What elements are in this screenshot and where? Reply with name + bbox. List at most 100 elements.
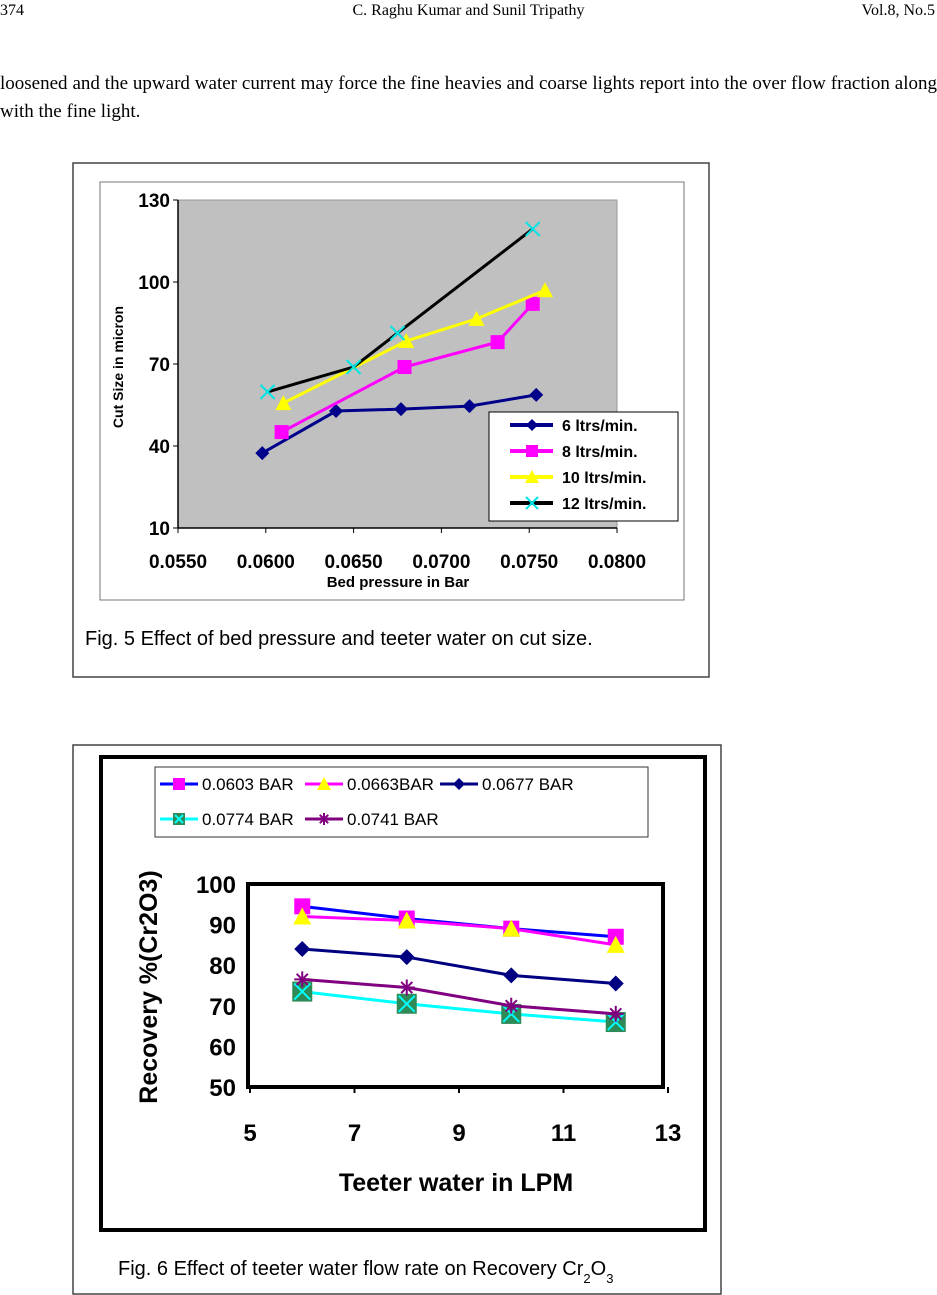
legend-label: 0.0603 BAR	[202, 775, 294, 794]
series-3	[275, 282, 554, 411]
legend-entry: 6 ltrs/min.	[510, 418, 638, 435]
volume-info: Vol.8, No.5	[861, 2, 936, 19]
triangle-marker	[502, 919, 521, 937]
figure-5-caption: Fig. 5 Effect of bed pressure and teeter…	[85, 628, 593, 650]
marker-x	[174, 814, 184, 824]
diamond-marker	[526, 419, 538, 431]
diamond-marker	[329, 404, 344, 419]
diamond-marker	[607, 975, 624, 992]
x-tick-label: 0.0550	[149, 552, 207, 573]
square-marker	[526, 445, 538, 457]
square-marker	[294, 898, 311, 915]
triangle-marker	[537, 282, 554, 298]
series-2	[274, 296, 540, 440]
square-marker	[397, 360, 412, 375]
star-marker	[503, 997, 520, 1014]
page-number: 374	[0, 2, 24, 19]
legend-entry: 0.0741 BAR	[305, 810, 439, 829]
square-marker	[490, 335, 505, 350]
square-marker	[274, 425, 289, 440]
caption-text: O	[591, 1258, 607, 1280]
star-marker	[607, 1005, 624, 1022]
marker-x	[398, 995, 416, 1013]
triangle-marker	[398, 333, 415, 349]
x-axis-label: Bed pressure in Bar	[327, 574, 470, 591]
y-tick-label: 70	[149, 355, 170, 376]
y-tick-label: 80	[209, 953, 236, 980]
legend-label: 10 ltrs/min.	[562, 470, 646, 487]
legend-entry: 0.0663BAR	[305, 775, 434, 794]
legend-entry: 0.0774 BAR	[160, 810, 294, 829]
triangle-marker	[606, 935, 625, 953]
triangle-marker	[397, 911, 416, 929]
legend-entry: 12 ltrs/min.	[510, 496, 646, 513]
series-line	[267, 227, 534, 394]
y-tick-label: 10	[149, 519, 170, 540]
y-tick-label: 90	[209, 913, 236, 940]
y-tick-label: 50	[209, 1075, 236, 1102]
caption-text: Fig. 6 Effect of teeter water flow rate …	[118, 1258, 584, 1280]
x-marker	[525, 496, 539, 510]
y-axis-label: Cut Size in micron	[110, 306, 126, 428]
legend-label: 0.0663BAR	[347, 775, 434, 794]
x-tick-label: 0.0750	[500, 552, 558, 573]
series-line	[302, 977, 616, 1016]
diamond-marker	[294, 940, 311, 957]
x-tick-label: 13	[655, 1120, 682, 1147]
caption-sub: 2	[583, 1271, 590, 1286]
triangle-marker	[275, 395, 292, 411]
marker-x	[607, 1013, 625, 1031]
triangle-marker	[293, 907, 312, 925]
x-marker	[389, 325, 406, 341]
x-tick-label: 9	[452, 1120, 465, 1147]
x-tick-label: 7	[348, 1120, 361, 1147]
legend-label: 0.0774 BAR	[202, 810, 294, 829]
boxed-x-marker	[396, 993, 417, 1014]
legend-entry: 8 ltrs/min.	[510, 444, 638, 461]
diamond-marker	[398, 949, 415, 966]
series-4	[292, 981, 626, 1033]
y-tick-label: 60	[209, 1034, 236, 1061]
legend-label: 12 ltrs/min.	[562, 496, 646, 513]
x-tick-label: 11	[551, 1120, 576, 1147]
y-tick-label: 100	[196, 872, 236, 899]
y-tick-label: 70	[209, 994, 236, 1021]
running-header-authors: C. Raghu Kumar and Sunil Tripathy	[352, 2, 585, 19]
x-tick-label: 0.0650	[325, 552, 383, 573]
boxed-x-marker	[292, 981, 313, 1002]
y-axis-label: Recovery %(Cr2O3)	[135, 870, 163, 1103]
boxed-x-marker	[501, 1003, 522, 1024]
legend-entry: 0.0603 BAR	[160, 775, 294, 794]
x-tick-label: 0.0600	[237, 552, 295, 573]
marker-x	[502, 1005, 520, 1023]
diamond-marker	[529, 387, 544, 402]
boxed-x-marker	[605, 1012, 626, 1033]
body-paragraph: loosened and the upward water current ma…	[0, 73, 937, 122]
series-line	[280, 302, 534, 434]
diamond-marker	[503, 967, 520, 984]
series-1	[255, 387, 544, 461]
series-3	[294, 940, 624, 992]
marker-x	[293, 982, 311, 1001]
diamond-marker	[255, 446, 270, 461]
y-tick-label: 40	[149, 437, 170, 458]
legend-label: 0.0677 BAR	[482, 775, 574, 794]
x-tick-label: 5	[243, 1120, 256, 1147]
triangle-marker	[317, 777, 331, 790]
y-tick-label: 130	[138, 191, 170, 212]
legend-label: 6 ltrs/min.	[562, 418, 638, 435]
x-axis-label: Teeter water in LPM	[339, 1169, 573, 1197]
figure-6-caption: Fig. 6 Effect of teeter water flow rate …	[118, 1258, 613, 1286]
boxed-x-marker	[173, 813, 185, 825]
star-marker	[294, 971, 311, 988]
series-line	[302, 914, 616, 947]
legend-box	[154, 766, 649, 838]
triangle-marker	[525, 470, 539, 483]
diamond-marker	[462, 399, 477, 414]
x-marker	[525, 221, 541, 237]
series-line	[302, 947, 616, 985]
legend-label: 8 ltrs/min.	[562, 444, 638, 461]
x-tick-label: 0.0800	[588, 552, 646, 573]
